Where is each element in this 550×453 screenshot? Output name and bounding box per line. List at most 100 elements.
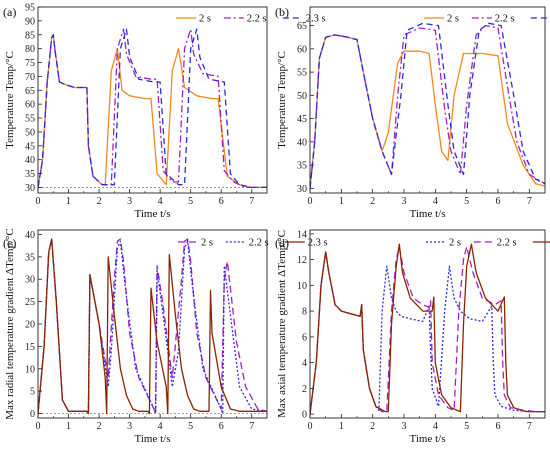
- y-tick-label: 2: [302, 384, 307, 395]
- series-line-1: [310, 251, 545, 415]
- x-tick-label: 7: [527, 421, 532, 432]
- series-line-2: [38, 28, 267, 189]
- y-axis-label: Temperature Temp/°C: [4, 51, 16, 149]
- plot-frame: [309, 6, 546, 194]
- y-tick-label: 30: [25, 183, 35, 194]
- x-tick-label: 3: [402, 196, 407, 207]
- y-tick-label: 0: [302, 410, 307, 421]
- series-line-2: [38, 238, 267, 415]
- y-tick-label: 70: [25, 72, 35, 83]
- series-line-1: [310, 34, 545, 189]
- y-tick-label: 20: [25, 320, 35, 331]
- legend: 2 s2.2 s2.3 s: [424, 14, 550, 25]
- x-tick-label: 6: [219, 421, 224, 432]
- legend-label-2: 2.2 s: [495, 14, 515, 25]
- y-tick-label: 85: [25, 30, 35, 41]
- series-line-3: [310, 243, 545, 415]
- y-tick-label: 80: [25, 44, 35, 55]
- y-tick-label: 10: [297, 281, 307, 292]
- y-tick-label: 40: [25, 155, 35, 166]
- legend-label-1: 2 s: [447, 14, 459, 25]
- y-tick-label: 60: [25, 100, 35, 111]
- y-tick-label: 40: [297, 137, 307, 148]
- y-tick-label: 35: [25, 252, 35, 263]
- y-tick-label: 12: [297, 255, 307, 266]
- x-tick-label: 0: [36, 196, 41, 207]
- panel-tag: (b): [275, 5, 289, 19]
- x-tick-label: 3: [402, 421, 407, 432]
- x-tick-label: 4: [433, 196, 438, 207]
- y-tick-label: 55: [25, 114, 35, 125]
- x-tick-label: 5: [464, 196, 469, 207]
- x-tick-label: 1: [66, 421, 71, 432]
- x-tick-label: 3: [127, 421, 132, 432]
- legend-label-1: 2 s: [449, 238, 461, 249]
- x-tick-label: 6: [496, 421, 501, 432]
- x-tick-label: 1: [339, 421, 344, 432]
- series-line-3: [38, 28, 267, 189]
- panel-tag: (c): [3, 236, 16, 250]
- y-axis-label: Max radial temperature gradient ΔTemp/°C: [4, 228, 16, 420]
- y-tick-label: 65: [25, 86, 35, 97]
- series-line-2: [310, 246, 545, 415]
- x-axis-label: Time t/s: [410, 433, 446, 445]
- x-tick-label: 7: [527, 196, 532, 207]
- y-tick-label: 90: [25, 16, 35, 27]
- legend-label-2: 2.2 s: [497, 238, 517, 249]
- x-tick-label: 2: [97, 421, 102, 432]
- y-tick-label: 25: [25, 297, 35, 308]
- y-tick-label: 14: [297, 229, 307, 240]
- x-tick-label: 1: [66, 196, 71, 207]
- y-tick-label: 8: [302, 307, 307, 318]
- y-tick-label: 75: [25, 58, 35, 69]
- legend-label-2: 2.2 s: [247, 14, 267, 25]
- x-tick-label: 4: [158, 196, 163, 207]
- y-tick-label: 4: [302, 358, 307, 369]
- legend: 2 s 2.2 s 2.3 s: [178, 238, 328, 249]
- y-tick-label: 50: [297, 91, 307, 102]
- y-tick-label: 35: [297, 161, 307, 172]
- x-tick-label: 6: [219, 196, 224, 207]
- x-tick-label: 4: [433, 421, 438, 432]
- series-line-3: [310, 22, 545, 189]
- y-tick-label: 40: [25, 230, 35, 241]
- legend-label-1: 2 s: [201, 238, 213, 249]
- x-tick-label: 6: [496, 196, 501, 207]
- y-tick-label: 35: [25, 169, 35, 180]
- x-tick-label: 7: [249, 421, 254, 432]
- x-axis-label: Time t/s: [135, 208, 171, 220]
- x-tick-label: 5: [188, 196, 193, 207]
- panel-tag: (a): [3, 5, 16, 19]
- y-tick-label: 30: [25, 275, 35, 286]
- y-tick-label: 45: [25, 141, 35, 152]
- y-tick-label: 45: [297, 114, 307, 125]
- y-tick-label: 50: [25, 127, 35, 138]
- legend-label-3: 2.3 s: [306, 14, 326, 25]
- x-tick-label: 2: [370, 421, 375, 432]
- legend-label-2: 2.2 s: [249, 238, 269, 249]
- x-axis-label: Time t/s: [135, 433, 171, 445]
- y-tick-label: 0: [30, 409, 35, 420]
- panel-tag: (d): [275, 236, 289, 250]
- x-tick-label: 2: [97, 196, 102, 207]
- legend: 2 s2.2 s2.3 s: [426, 238, 550, 249]
- y-tick-label: 6: [302, 332, 307, 343]
- series-line-3: [38, 238, 267, 415]
- x-tick-label: 0: [308, 421, 313, 432]
- y-tick-label: 10: [25, 364, 35, 375]
- x-tick-label: 0: [308, 196, 313, 207]
- x-tick-label: 7: [249, 196, 254, 207]
- legend-label-3: 2.3 s: [308, 238, 328, 249]
- y-tick-label: 15: [25, 342, 35, 353]
- x-tick-label: 2: [370, 196, 375, 207]
- y-axis-label: Max axial temperature gradient ΔTemp/°C: [276, 230, 288, 418]
- series-line-2: [310, 24, 545, 189]
- x-tick-label: 5: [464, 421, 469, 432]
- plot-frame: [37, 6, 268, 194]
- y-axis-label: Temperature Temp/°C: [276, 51, 288, 149]
- x-tick-label: 5: [188, 421, 193, 432]
- y-tick-label: 5: [30, 387, 35, 398]
